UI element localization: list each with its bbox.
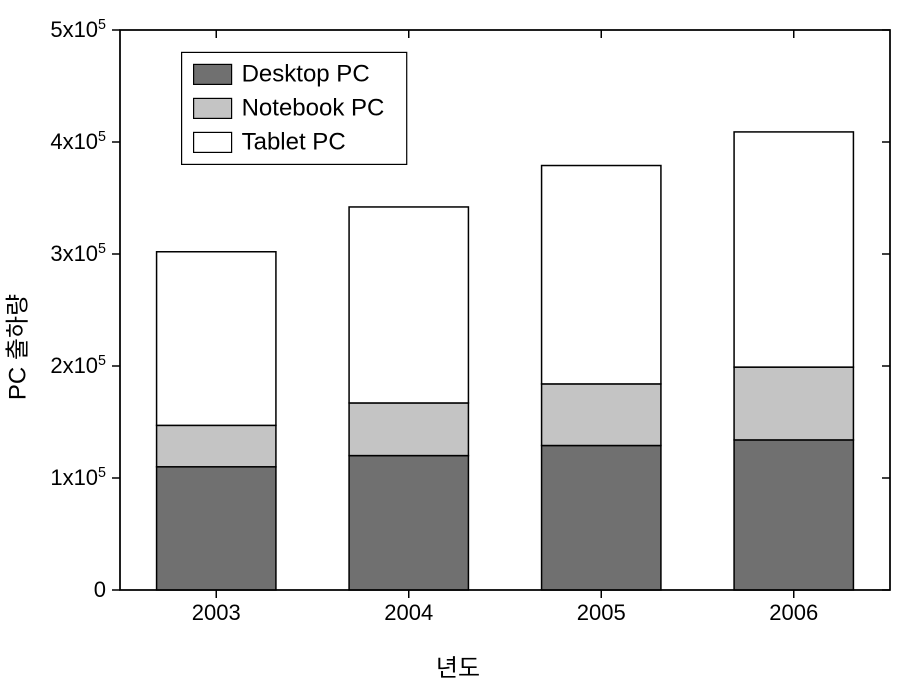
bar-segment (349, 207, 468, 403)
legend: Desktop PC Notebook PC Tablet PC (182, 52, 407, 164)
bar-segment (734, 440, 853, 590)
y-axis-label: PC 출하량 (0, 293, 33, 399)
legend-label: Tablet PC (242, 128, 346, 155)
bar-segment (734, 367, 853, 440)
bar-segment (542, 384, 661, 446)
bar-segment (349, 456, 468, 590)
y-tick-label: 0 (94, 577, 106, 602)
y-tick-label: 5x105 (50, 17, 106, 42)
y-tick-label: 2x105 (50, 353, 106, 378)
bar-segment (542, 166, 661, 384)
x-tick-label: 2004 (384, 600, 433, 625)
x-tick-label: 2005 (577, 600, 626, 625)
bar-segment (157, 467, 276, 590)
legend-label: Notebook PC (242, 94, 385, 121)
y-tick-label: 3x105 (50, 241, 106, 266)
bar-segment (734, 132, 853, 367)
chart-container: PC 출하량 년도 0 1x105 2x105 3x105 4x105 5x105 2003… (0, 0, 916, 693)
y-tick-label: 1x105 (50, 465, 106, 490)
bar-segment (542, 446, 661, 590)
bar-segment (349, 403, 468, 456)
x-tick-label: 2006 (769, 600, 818, 625)
bar-segment (157, 252, 276, 426)
y-tick-label: 4x105 (50, 129, 106, 154)
bar-segment (157, 425, 276, 466)
legend-label: Desktop PC (242, 60, 370, 87)
x-axis-label: 년도 (436, 648, 480, 683)
stacked-bar-chart: 0 1x105 2x105 3x105 4x105 5x105 2003 2004 2005 20… (0, 0, 916, 693)
x-tick-label: 2003 (192, 600, 241, 625)
